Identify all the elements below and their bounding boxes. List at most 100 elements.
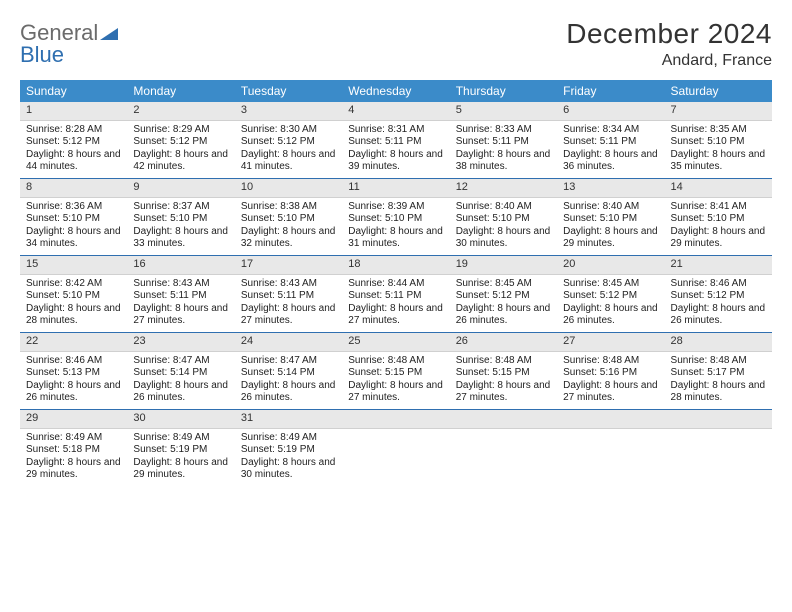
sunset-line: Sunset: 5:12 PM — [563, 290, 658, 303]
day-number: 24 — [241, 335, 253, 347]
brand-triangle-icon — [100, 22, 118, 44]
sunset-line: Sunset: 5:11 PM — [348, 290, 443, 303]
daynum-row: 31 — [235, 410, 342, 429]
day-cell: 25Sunrise: 8:48 AMSunset: 5:15 PMDayligh… — [342, 333, 449, 409]
day-number: 8 — [26, 181, 32, 193]
daynum-row: 2 — [127, 102, 234, 121]
daynum-row: 17 — [235, 256, 342, 275]
daynum-row: 12 — [450, 179, 557, 198]
daylight-line: Daylight: 8 hours and 26 minutes. — [26, 380, 121, 405]
day-body: Sunrise: 8:45 AMSunset: 5:12 PMDaylight:… — [557, 275, 664, 332]
day-number: 29 — [26, 412, 38, 424]
day-cell — [342, 410, 449, 486]
sunrise-line: Sunrise: 8:49 AM — [241, 432, 336, 445]
sunrise-line: Sunrise: 8:48 AM — [671, 355, 766, 368]
dow-sat: Saturday — [665, 80, 772, 102]
daylight-line: Daylight: 8 hours and 30 minutes. — [241, 457, 336, 482]
sunrise-line: Sunrise: 8:47 AM — [241, 355, 336, 368]
daylight-line: Daylight: 8 hours and 29 minutes. — [671, 226, 766, 251]
sunrise-line: Sunrise: 8:46 AM — [26, 355, 121, 368]
daylight-line: Daylight: 8 hours and 36 minutes. — [563, 149, 658, 174]
daylight-line: Daylight: 8 hours and 29 minutes. — [133, 457, 228, 482]
daylight-line: Daylight: 8 hours and 27 minutes. — [241, 303, 336, 328]
sunset-line: Sunset: 5:16 PM — [563, 367, 658, 380]
week-row: 8Sunrise: 8:36 AMSunset: 5:10 PMDaylight… — [20, 179, 772, 256]
day-cell: 19Sunrise: 8:45 AMSunset: 5:12 PMDayligh… — [450, 256, 557, 332]
dow-header-row: Sunday Monday Tuesday Wednesday Thursday… — [20, 80, 772, 102]
sunrise-line: Sunrise: 8:40 AM — [563, 201, 658, 214]
day-body: Sunrise: 8:42 AMSunset: 5:10 PMDaylight:… — [20, 275, 127, 332]
daynum-row: 16 — [127, 256, 234, 275]
sunset-line: Sunset: 5:10 PM — [241, 213, 336, 226]
sunset-line: Sunset: 5:11 PM — [348, 136, 443, 149]
day-cell: 18Sunrise: 8:44 AMSunset: 5:11 PMDayligh… — [342, 256, 449, 332]
day-cell: 9Sunrise: 8:37 AMSunset: 5:10 PMDaylight… — [127, 179, 234, 255]
day-number: 15 — [26, 258, 38, 270]
day-body: Sunrise: 8:47 AMSunset: 5:14 PMDaylight:… — [235, 352, 342, 409]
day-cell: 26Sunrise: 8:48 AMSunset: 5:15 PMDayligh… — [450, 333, 557, 409]
daynum-row: 24 — [235, 333, 342, 352]
day-body: Sunrise: 8:39 AMSunset: 5:10 PMDaylight:… — [342, 198, 449, 255]
sunrise-line: Sunrise: 8:43 AM — [241, 278, 336, 291]
brand-logo: GeneralBlue — [20, 22, 118, 66]
day-cell: 4Sunrise: 8:31 AMSunset: 5:11 PMDaylight… — [342, 102, 449, 178]
daynum-row: 3 — [235, 102, 342, 121]
daylight-line: Daylight: 8 hours and 44 minutes. — [26, 149, 121, 174]
day-number: 11 — [348, 181, 359, 193]
sunset-line: Sunset: 5:10 PM — [456, 213, 551, 226]
day-number: 3 — [241, 104, 247, 116]
calendar-body: 1Sunrise: 8:28 AMSunset: 5:12 PMDaylight… — [20, 102, 772, 486]
day-number: 18 — [348, 258, 360, 270]
day-body: Sunrise: 8:49 AMSunset: 5:19 PMDaylight:… — [127, 429, 234, 486]
day-number: 4 — [348, 104, 354, 116]
daylight-line: Daylight: 8 hours and 38 minutes. — [456, 149, 551, 174]
daynum-row: 9 — [127, 179, 234, 198]
sunset-line: Sunset: 5:15 PM — [348, 367, 443, 380]
daynum-row: 30 — [127, 410, 234, 429]
sunset-line: Sunset: 5:10 PM — [348, 213, 443, 226]
week-row: 1Sunrise: 8:28 AMSunset: 5:12 PMDaylight… — [20, 102, 772, 179]
day-body: Sunrise: 8:35 AMSunset: 5:10 PMDaylight:… — [665, 121, 772, 178]
day-body: Sunrise: 8:41 AMSunset: 5:10 PMDaylight:… — [665, 198, 772, 255]
sunset-line: Sunset: 5:11 PM — [563, 136, 658, 149]
day-cell: 7Sunrise: 8:35 AMSunset: 5:10 PMDaylight… — [665, 102, 772, 178]
sunset-line: Sunset: 5:10 PM — [671, 213, 766, 226]
daynum-row: 10 — [235, 179, 342, 198]
day-body: Sunrise: 8:48 AMSunset: 5:15 PMDaylight:… — [342, 352, 449, 409]
day-number: 23 — [133, 335, 145, 347]
daynum-row: 7 — [665, 102, 772, 121]
day-body: Sunrise: 8:37 AMSunset: 5:10 PMDaylight:… — [127, 198, 234, 255]
day-body: Sunrise: 8:48 AMSunset: 5:15 PMDaylight:… — [450, 352, 557, 409]
day-body: Sunrise: 8:28 AMSunset: 5:12 PMDaylight:… — [20, 121, 127, 178]
sunset-line: Sunset: 5:18 PM — [26, 444, 121, 457]
sunrise-line: Sunrise: 8:34 AM — [563, 124, 658, 137]
day-number: 16 — [133, 258, 145, 270]
header: GeneralBlue December 2024 Andard, France — [20, 18, 772, 70]
daynum-row: 28 — [665, 333, 772, 352]
sunset-line: Sunset: 5:12 PM — [26, 136, 121, 149]
location-label: Andard, France — [566, 52, 772, 70]
sunset-line: Sunset: 5:17 PM — [671, 367, 766, 380]
daynum-row: 26 — [450, 333, 557, 352]
sunrise-line: Sunrise: 8:49 AM — [26, 432, 121, 445]
dow-thu: Thursday — [450, 80, 557, 102]
day-number — [348, 412, 351, 424]
day-number: 2 — [133, 104, 139, 116]
dow-sun: Sunday — [20, 80, 127, 102]
sunset-line: Sunset: 5:12 PM — [671, 290, 766, 303]
sunrise-line: Sunrise: 8:37 AM — [133, 201, 228, 214]
sunrise-line: Sunrise: 8:38 AM — [241, 201, 336, 214]
day-number: 12 — [456, 181, 468, 193]
sunrise-line: Sunrise: 8:33 AM — [456, 124, 551, 137]
day-cell: 11 Sunrise: 8:39 AMSunset: 5:10 PMDayligh… — [342, 179, 449, 255]
day-cell: 12Sunrise: 8:40 AMSunset: 5:10 PMDayligh… — [450, 179, 557, 255]
day-cell: 20Sunrise: 8:45 AMSunset: 5:12 PMDayligh… — [557, 256, 664, 332]
daylight-line: Daylight: 8 hours and 35 minutes. — [671, 149, 766, 174]
daylight-line: Daylight: 8 hours and 28 minutes. — [26, 303, 121, 328]
day-cell: 24 Sunrise: 8:47 AMSunset: 5:14 PMDayligh… — [235, 333, 342, 409]
calendar: Sunday Monday Tuesday Wednesday Thursday… — [20, 80, 772, 486]
daylight-line: Daylight: 8 hours and 30 minutes. — [456, 226, 551, 251]
sunset-line: Sunset: 5:15 PM — [456, 367, 551, 380]
sunset-line: Sunset: 5:10 PM — [671, 136, 766, 149]
daynum-row — [342, 410, 449, 429]
